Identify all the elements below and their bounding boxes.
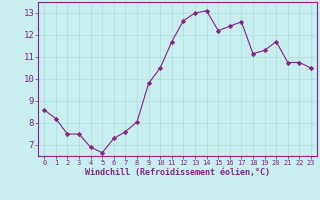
X-axis label: Windchill (Refroidissement éolien,°C): Windchill (Refroidissement éolien,°C) [85,168,270,177]
